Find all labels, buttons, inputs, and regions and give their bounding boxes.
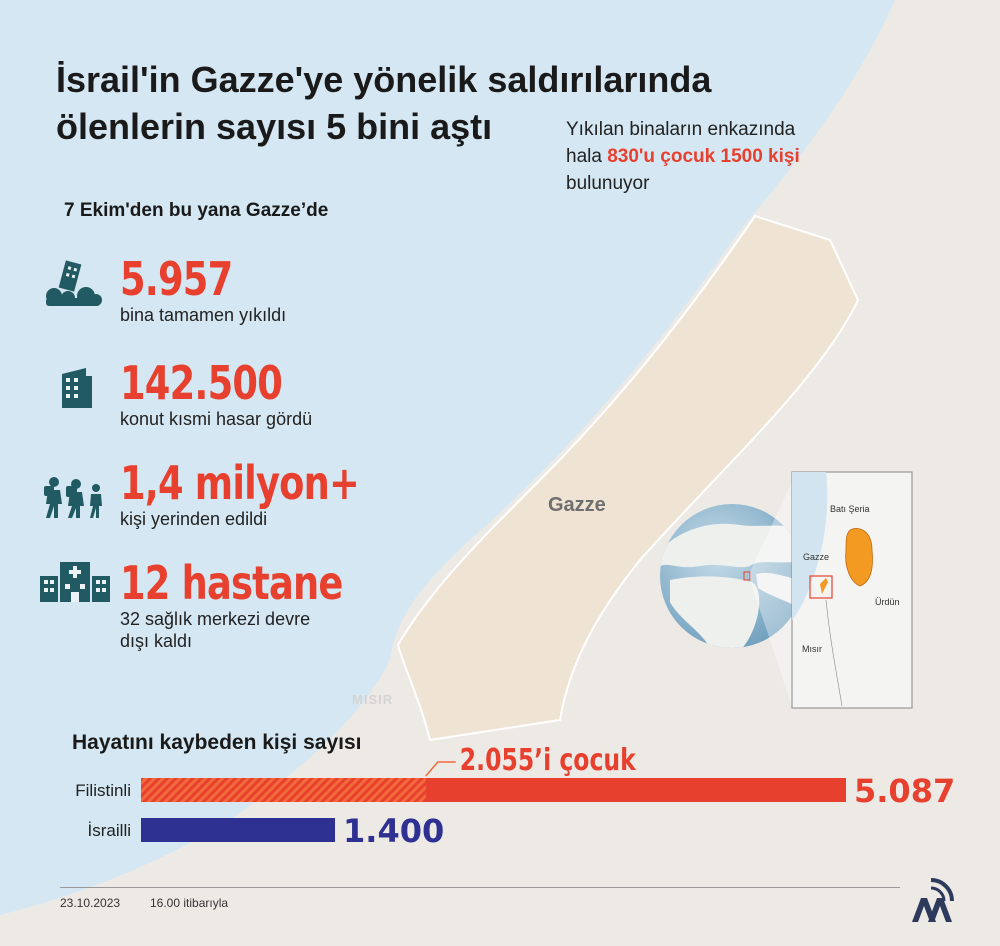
- stat-value: 1,4 milyon+: [120, 456, 360, 510]
- stat-description: bina tamamen yıkıldı: [120, 305, 287, 325]
- building-icon: [62, 368, 92, 408]
- stat-hospitals: 12 hastane 32 sağlık merkezi devre dışı …: [120, 558, 398, 652]
- category-label: İsrailli: [88, 821, 131, 840]
- value-label: 1.400: [343, 812, 444, 850]
- aa-logo-icon: [912, 878, 954, 922]
- children-callout-line: [425, 761, 456, 777]
- title-line-1: İsrail'in Gazze'ye yönelik saldırılarınd…: [56, 59, 712, 100]
- rubble-note: Yıkılan binaların enkazında hala 830'u ç…: [566, 116, 866, 197]
- inset-label-west-bank: Batı Şeria: [830, 504, 870, 514]
- rubble-note-line-3: bulunuyor: [566, 173, 650, 194]
- egypt-map-label: MISIR: [352, 692, 394, 707]
- value-label: 5.087: [854, 772, 955, 810]
- sea-area: [0, 0, 895, 915]
- globe: [660, 504, 804, 648]
- stat-value: 12 hastane: [120, 556, 343, 610]
- inset-label-gaza: Gazze: [803, 552, 829, 562]
- rubble-note-line-2: hala 830'u çocuk 1500 kişi: [566, 143, 866, 170]
- footer-divider: [60, 887, 900, 888]
- inset-label-egypt: Mısır: [802, 644, 822, 654]
- zoom-connector: [750, 482, 792, 706]
- gaza-strip: [396, 214, 860, 742]
- stat-value: 142.500: [120, 356, 283, 410]
- collapsed-building-icon: [46, 260, 102, 306]
- rubble-note-prefix: hala: [566, 146, 608, 167]
- footer-time: 16.00 itibarıyla: [150, 896, 229, 910]
- stat-description: kişi yerinden edildi: [120, 509, 268, 529]
- inset-label-jordan: Ürdün: [875, 597, 900, 607]
- stat-displaced: 1,4 milyon+ kişi yerinden edildi: [120, 458, 419, 530]
- page-title: İsrail'in Gazze'ye yönelik saldırılarınd…: [56, 56, 816, 150]
- stat-houses-damaged: 142.500 konut kısmi hasar gördü: [120, 358, 323, 430]
- rubble-note-line-1: Yıkılan binaların enkazında: [566, 119, 796, 140]
- since-label: 7 Ekim'den bu yana Gazze’de: [64, 200, 329, 221]
- locator-map: Batı Şeria Gazze Ürdün Mısır: [660, 471, 913, 709]
- inset-panel: Batı Şeria Gazze Ürdün Mısır: [791, 471, 913, 709]
- gaza-map-label: Gazze: [548, 494, 606, 516]
- footer-date: 23.10.2023: [60, 896, 121, 910]
- stat-description: konut kısmi hasar gördü: [120, 409, 313, 429]
- rubble-note-highlight: 830'u çocuk 1500 kişi: [607, 146, 800, 167]
- displaced-people-icon: [44, 477, 102, 518]
- bar-children-segment: [141, 778, 426, 802]
- chart-title: Hayatını kaybeden kişi sayısı: [72, 731, 362, 754]
- children-value-label: 2.055’i çocuk: [460, 743, 637, 778]
- stat-description-line-2: dışı kaldı: [120, 631, 193, 651]
- bar-israeli: [141, 818, 336, 842]
- stat-buildings-destroyed: 5.957 bina tamamen yıkıldı: [120, 254, 286, 326]
- stat-value: 5.957: [120, 252, 233, 306]
- stat-description-line-1: 32 sağlık merkezi devre: [120, 609, 311, 629]
- category-label: Filistinli: [75, 781, 131, 800]
- hospital-icon: [40, 562, 110, 602]
- casualty-bar-chart: Filistinli 2.055’i çocuk 5.087 İsrailli 1.40…: [75, 743, 955, 850]
- title-line-2: ölenlerin sayısı 5 bini aştı: [56, 106, 493, 147]
